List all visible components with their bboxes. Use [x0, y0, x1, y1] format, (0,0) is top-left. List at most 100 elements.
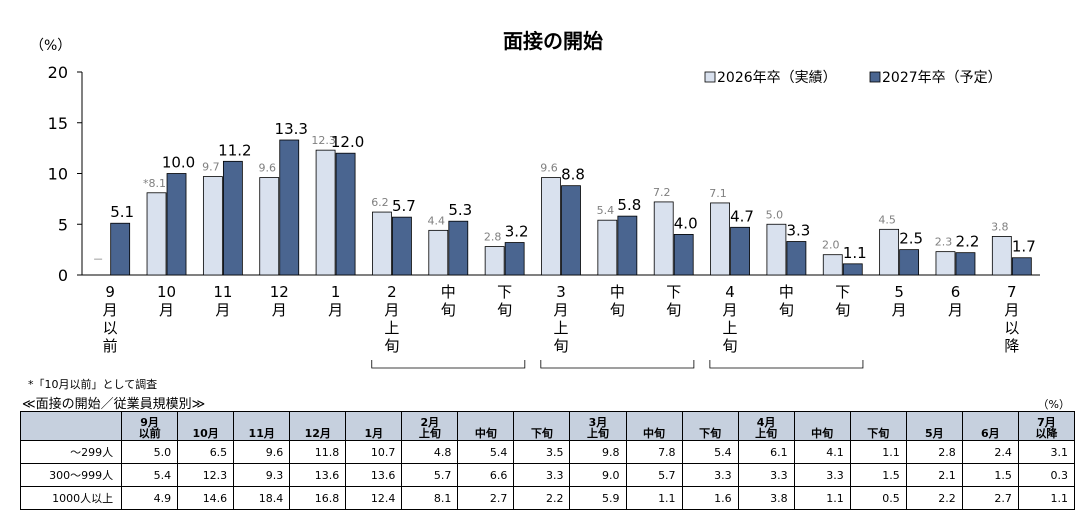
bar-2027: [504, 242, 525, 276]
table-header-cell: 12月: [289, 411, 347, 441]
y-tick-label: 20: [48, 63, 68, 82]
x-tick-label: 中旬: [441, 283, 456, 319]
bar-2026: [372, 211, 392, 276]
legend: 2026年卒（実績） 2027年卒（予定）: [704, 70, 1002, 86]
bar-2027: [110, 222, 131, 276]
x-tick-label: 9 月以前: [103, 283, 118, 355]
table-header-cell: 下旬: [849, 411, 907, 441]
table-cell: 5.7: [401, 463, 459, 487]
table-title: ≪面接の開始／従業員規模別≫: [22, 397, 206, 412]
data-label-2027: 4.0: [674, 214, 698, 232]
table-header-cell: 下旬: [681, 411, 739, 441]
bar-2027: [392, 216, 412, 276]
y-tick-label: 5: [58, 215, 68, 234]
table-cell: 4.8: [401, 440, 459, 464]
data-label-2026: －: [93, 253, 104, 266]
table-cell: 1.1: [625, 486, 683, 510]
table-cell: 9.0: [569, 463, 627, 487]
month-bracket: [371, 360, 526, 369]
table-cell: 9.3: [233, 463, 291, 487]
data-label-2026: 5.4: [597, 204, 615, 217]
table-cell: 0.3: [1017, 463, 1076, 487]
data-label-2027: 13.3: [275, 120, 308, 138]
bar-2026: [259, 177, 280, 276]
legend-label: 2027年卒（予定）: [882, 70, 1002, 86]
table-row: 300～999人 5.4 12.3 9.3 13.6 13.6 5.7 6.6 3.3 9.0 5.…: [19, 463, 1076, 487]
x-tick-label: 7 月以降: [1004, 283, 1019, 355]
row-label: ～299人: [19, 440, 123, 464]
y-tick-label: 15: [48, 114, 68, 133]
bar-2027: [899, 249, 920, 276]
bar-2027: [1011, 257, 1032, 276]
table-header-cell: 下旬: [513, 411, 571, 441]
table-cell: 13.6: [289, 463, 347, 487]
table-cell: 9.6: [233, 440, 291, 464]
table-cell: 10.7: [345, 440, 403, 464]
legend-swatch: [869, 71, 881, 83]
data-label-2026: 2.0: [822, 239, 840, 252]
bar-2026: [202, 176, 223, 276]
table-header-cell: 11月: [233, 411, 291, 441]
data-label-2027: 3.2: [505, 223, 529, 241]
data-label-2026: 2.3: [935, 236, 953, 249]
table-unit: （%）: [1037, 398, 1070, 411]
table-cell: 1.1: [1017, 486, 1076, 510]
table-cell: 5.4: [121, 463, 179, 487]
legend-swatch: [704, 71, 716, 83]
bar-2027: [561, 185, 581, 276]
x-tick-label: 12 月: [270, 283, 289, 319]
table-cell: 7.8: [625, 440, 683, 464]
table-cell: 6.6: [457, 463, 515, 487]
table-cell: 2.7: [457, 486, 515, 510]
bar-2027: [279, 139, 300, 276]
x-tick-label: 3 月上旬: [553, 283, 568, 355]
data-label-2027: 1.1: [843, 244, 867, 262]
month-bracket: [709, 360, 864, 369]
x-tick-label: 2 月上旬: [384, 283, 399, 355]
table-cell: 8.1: [401, 486, 459, 510]
table-cell: 12.3: [177, 463, 235, 487]
bar-chart: 面接の開始 （%） 2026年卒（実績） 2027年卒（予定） 05101520 …: [30, 29, 1040, 369]
data-label-2027: 8.8: [561, 166, 585, 184]
bar-2027: [166, 173, 187, 276]
data-label-2027: 5.3: [448, 201, 472, 219]
table-cell: 3.3: [737, 463, 795, 487]
x-tick-label: 中旬: [779, 283, 794, 319]
x-tick-label: 中旬: [610, 283, 625, 319]
table-header-cell: 10月: [177, 411, 235, 441]
table-cell: 1.1: [793, 486, 851, 510]
size-breakdown-table: 9月 以前 10月 11月 12月 1月 2月 上旬 中旬 下旬 3月 上旬 中旬 下旬 4月 上旬中…: [19, 411, 1076, 510]
table-cell: 9.8: [569, 440, 627, 464]
table-cell: 1.6: [681, 486, 739, 510]
table-header-cell: 9月 以前: [121, 411, 179, 441]
table-cell: 3.1: [1017, 440, 1076, 464]
data-label-2027: 3.3: [786, 222, 810, 240]
table-cell: 6.5: [177, 440, 235, 464]
bar-2026: [146, 192, 167, 276]
data-label-2027: 10.0: [162, 154, 195, 172]
bar-2027: [955, 252, 976, 276]
bar-2027: [842, 263, 863, 276]
bar-2026: [991, 236, 1012, 276]
table-cell: 3.3: [513, 463, 571, 487]
data-label-2027: 2.2: [956, 233, 980, 251]
data-label-2026: 4.5: [878, 213, 896, 226]
x-tick-label: 下旬: [497, 283, 512, 319]
table-cell: 5.0: [121, 440, 179, 464]
data-label-2026: 12.3: [311, 134, 336, 147]
table-header-cell: 3月 上旬: [569, 411, 627, 441]
bar-2027: [673, 233, 694, 276]
bar-2026: [597, 219, 618, 276]
footnote: *「10月以前」として調査: [28, 378, 158, 391]
table-cell: 18.4: [233, 486, 291, 510]
table-row: 1000人以上 4.9 14.6 18.4 16.8 12.4 8.1 2.7 2.2 5.9 1.…: [19, 486, 1076, 510]
data-label-2027: 12.0: [331, 133, 364, 151]
table-cell: 4.1: [793, 440, 851, 464]
data-label-2026: 7.1: [709, 187, 727, 200]
row-label: 1000人以上: [19, 486, 123, 510]
table-cell: 3.5: [513, 440, 571, 464]
table-cell: 1.1: [849, 440, 907, 464]
data-label-2026: 3.8: [991, 220, 1009, 233]
table-header-cell: 1月: [345, 411, 403, 441]
